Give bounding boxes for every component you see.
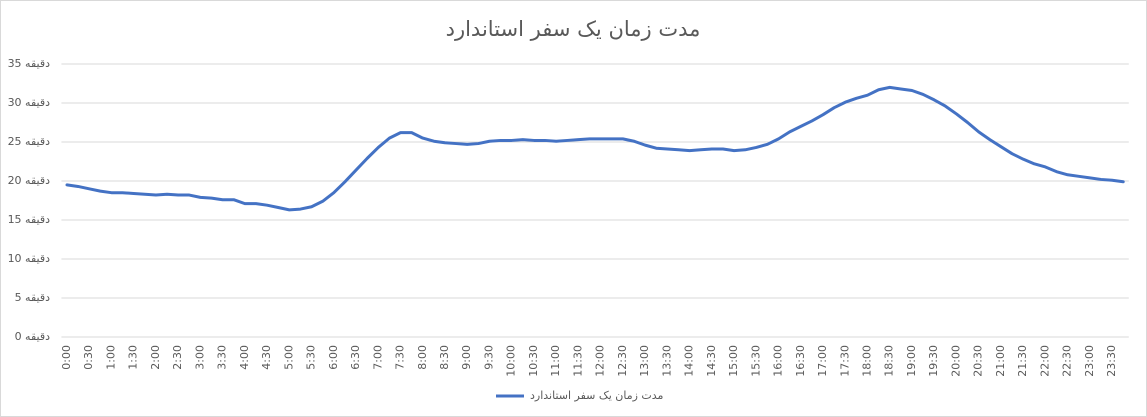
- x-tick-label: 22:00: [1038, 345, 1051, 377]
- x-tick-label: 9:00: [460, 345, 473, 370]
- x-tick-label: 4:00: [238, 345, 251, 370]
- x-tick-label: 13:00: [638, 345, 651, 377]
- chart-title: مدت زمان یک سفر استاندارد: [446, 17, 701, 41]
- x-tick-label: 6:00: [327, 345, 340, 370]
- y-tick-label: دقیقه 20: [8, 174, 51, 187]
- x-tick-label: 3:30: [216, 345, 229, 370]
- x-tick-label: 7:30: [394, 345, 407, 370]
- legend-item: مدت زمان یک سفر استاندارد: [496, 389, 664, 402]
- x-tick-label: 15:00: [727, 345, 740, 377]
- x-tick-label: 16:30: [794, 345, 807, 377]
- x-tick-label: 20:00: [949, 345, 962, 377]
- series-line: [65, 85, 1125, 212]
- x-tick-label: 2:00: [149, 345, 162, 370]
- y-tick-label: دقیقه 15: [8, 213, 51, 226]
- x-tick-label: 21:00: [994, 345, 1007, 377]
- x-tick-label: 12:30: [616, 345, 629, 377]
- x-tick-label: 2:30: [171, 345, 184, 370]
- x-tick-label: 5:30: [305, 345, 318, 370]
- x-tick-label: 19:00: [905, 345, 918, 377]
- x-tick-label: 14:30: [705, 345, 718, 377]
- x-tick-label: 0:00: [60, 345, 73, 370]
- x-tick-label: 8:00: [416, 345, 429, 370]
- x-tick-label: 18:00: [861, 345, 874, 377]
- x-tick-label: 23:30: [1105, 345, 1118, 377]
- x-tick-label: 7:00: [371, 345, 384, 370]
- y-tick-label: دقیقه 10: [8, 252, 51, 265]
- y-tick-label: دقیقه 30: [8, 96, 51, 109]
- y-tick-label: دقیقه 0: [15, 330, 51, 343]
- x-tick-label: 19:30: [927, 345, 940, 377]
- x-tick-label: 3:00: [193, 345, 206, 370]
- x-tick-label: 17:00: [816, 345, 829, 377]
- x-tick-label: 8:30: [438, 345, 451, 370]
- x-tick-label: 17:30: [838, 345, 851, 377]
- legend-label: مدت زمان یک سفر استاندارد: [530, 389, 664, 402]
- x-tick-label: 10:00: [505, 345, 518, 377]
- x-tick-label: 9:30: [482, 345, 495, 370]
- x-tick-label: 23:00: [1083, 345, 1096, 377]
- x-tick-label: 14:00: [683, 345, 696, 377]
- x-tick-label: 20:30: [972, 345, 985, 377]
- x-tick-label: 1:30: [127, 345, 140, 370]
- x-tick-label: 15:30: [749, 345, 762, 377]
- x-tick-label: 0:30: [82, 345, 95, 370]
- x-tick-label: 16:00: [772, 345, 785, 377]
- x-tick-label: 13:30: [660, 345, 673, 377]
- x-tick-label: 1:00: [104, 345, 117, 370]
- x-tick-label: 6:30: [349, 345, 362, 370]
- y-tick-label: دقیقه 25: [8, 135, 51, 148]
- x-tick-label: 12:00: [594, 345, 607, 377]
- x-tick-label: 11:30: [571, 345, 584, 377]
- x-tick-label: 21:30: [1016, 345, 1029, 377]
- x-tick-label: 4:30: [260, 345, 273, 370]
- x-tick-label: 11:00: [549, 345, 562, 377]
- x-tick-label: 22:30: [1061, 345, 1074, 377]
- x-tick-label: 10:30: [527, 345, 540, 377]
- y-tick-label: دقیقه 35: [8, 57, 51, 70]
- y-tick-label: دقیقه 5: [15, 291, 51, 304]
- x-tick-label: 5:00: [282, 345, 295, 370]
- x-tick-label: 18:30: [883, 345, 896, 377]
